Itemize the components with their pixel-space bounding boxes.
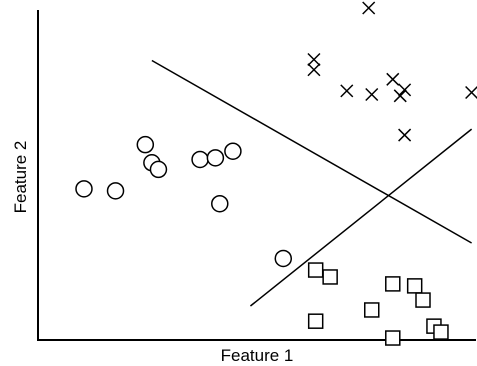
x-point [307, 52, 321, 67]
square-point [322, 269, 338, 285]
circle-point [206, 149, 225, 167]
circle-point [149, 160, 168, 179]
square-point [307, 262, 324, 278]
circle-point [274, 249, 293, 268]
circle-point [191, 150, 209, 169]
axes [37, 10, 476, 341]
boundary-line-2 [249, 128, 473, 307]
x-point [340, 84, 354, 98]
square-point [415, 292, 431, 308]
x-point [393, 89, 407, 103]
y-axis-label: Feature 2 [11, 141, 30, 214]
x-point [465, 85, 477, 100]
circle-point [211, 194, 229, 213]
x-point [386, 72, 400, 86]
decision-boundaries [151, 59, 473, 307]
square-point [364, 302, 380, 318]
circle-point [106, 182, 125, 200]
circle-point [224, 142, 242, 160]
square-point [433, 324, 449, 340]
square-point [385, 330, 401, 346]
circle-point [75, 180, 93, 198]
x-point [365, 87, 379, 102]
x-point [307, 63, 321, 77]
square-point [385, 276, 401, 292]
boundary-line-1 [151, 59, 472, 244]
x-point [398, 83, 412, 97]
circle-point [136, 135, 155, 154]
square-point [406, 278, 423, 294]
x-axis-label: Feature 1 [221, 346, 294, 365]
data-points [75, 1, 477, 346]
x-point [362, 1, 376, 15]
square-point [307, 313, 324, 329]
x-point [398, 128, 412, 142]
